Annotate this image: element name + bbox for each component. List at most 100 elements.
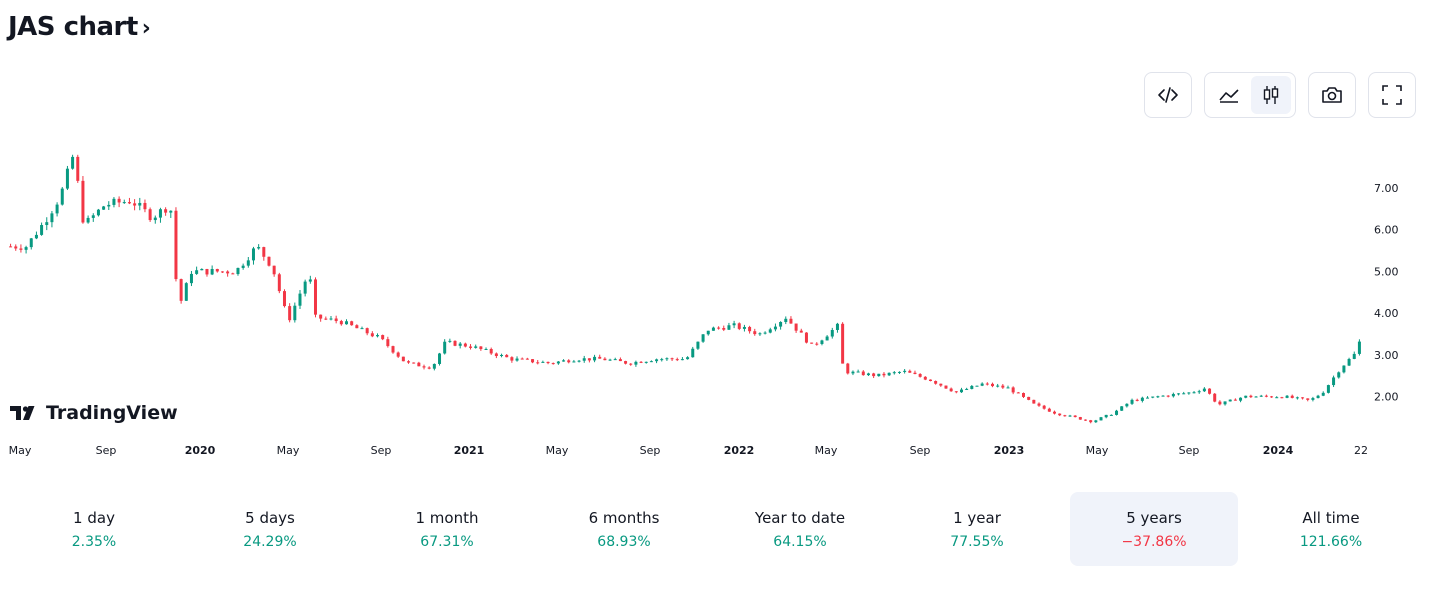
- fullscreen-button[interactable]: [1368, 72, 1416, 118]
- x-tick-label: Sep: [96, 444, 117, 457]
- candle: [401, 356, 405, 362]
- candle: [1218, 400, 1222, 406]
- candle: [562, 359, 566, 362]
- candle: [835, 322, 839, 333]
- candle: [1022, 392, 1025, 399]
- chevron-right-icon: ›: [141, 15, 151, 41]
- candle: [944, 385, 948, 389]
- candle: [985, 382, 989, 386]
- candle: [453, 340, 457, 347]
- candle: [489, 347, 493, 355]
- candle: [350, 320, 354, 326]
- period-change: −37.86%: [1121, 534, 1187, 550]
- candle: [1032, 399, 1036, 404]
- candle: [231, 272, 235, 275]
- candle: [1187, 392, 1191, 395]
- candle-style-button[interactable]: [1251, 76, 1291, 114]
- candle: [138, 197, 142, 211]
- candle: [753, 328, 757, 336]
- snapshot-button[interactable]: [1308, 72, 1356, 118]
- candle: [660, 357, 664, 362]
- embed-button[interactable]: [1144, 72, 1192, 118]
- candle: [629, 363, 633, 366]
- candle: [768, 327, 772, 334]
- candle: [1202, 387, 1206, 392]
- candle: [143, 199, 147, 213]
- candle: [763, 331, 767, 335]
- candle: [773, 323, 777, 332]
- candle: [1332, 375, 1336, 388]
- candle: [1166, 395, 1170, 398]
- tradingview-logo-text: TradingView: [46, 402, 178, 424]
- candle: [655, 358, 659, 364]
- candle: [251, 246, 255, 265]
- candle: [706, 330, 710, 336]
- candle: [1104, 414, 1108, 419]
- performance-periods: 1 day 2.35% 5 days 24.29% 1 month 67.31%…: [0, 492, 1438, 566]
- period-change: 77.55%: [950, 534, 1004, 550]
- candle: [846, 362, 850, 375]
- candle: [975, 385, 979, 387]
- candle: [215, 268, 219, 273]
- candle: [686, 356, 690, 360]
- candle: [1027, 396, 1031, 401]
- candle: [76, 154, 80, 183]
- candle: [598, 354, 602, 359]
- candle: [1223, 401, 1227, 406]
- candle: [624, 360, 628, 365]
- tradingview-logo[interactable]: TradingView: [10, 402, 178, 424]
- period-change: 68.93%: [597, 534, 651, 550]
- candle: [1063, 414, 1067, 417]
- chart-title[interactable]: JAS chart ›: [8, 12, 151, 42]
- period-1-year[interactable]: 1 year 77.55%: [893, 492, 1061, 566]
- candle: [701, 334, 705, 343]
- candle: [582, 355, 586, 363]
- candle: [525, 357, 529, 360]
- period-1-day[interactable]: 1 day 2.35%: [10, 492, 178, 566]
- candle: [1239, 397, 1243, 403]
- candle: [360, 326, 364, 330]
- candle: [665, 357, 669, 361]
- candle: [1135, 398, 1139, 402]
- period-5-years[interactable]: 5 years −37.86%: [1070, 492, 1238, 566]
- period-6-months[interactable]: 6 months 68.93%: [540, 492, 708, 566]
- candle: [722, 325, 726, 332]
- candle: [634, 360, 638, 367]
- candle: [872, 372, 876, 379]
- candle: [567, 359, 571, 364]
- period-label: 1 year: [953, 509, 1001, 527]
- x-axis: May Sep 2020 May Sep 2021 May Sep 2022 May Sep 2023…: [9, 444, 1368, 457]
- candle: [220, 271, 224, 273]
- candle: [1249, 394, 1253, 399]
- candle: [1016, 391, 1020, 394]
- candle: [965, 387, 969, 390]
- candle: [587, 358, 591, 363]
- candle: [959, 387, 963, 393]
- candle: [308, 275, 312, 284]
- candle: [923, 376, 927, 381]
- area-style-button[interactable]: [1209, 76, 1249, 114]
- candle: [866, 372, 870, 376]
- camera-icon: [1322, 87, 1342, 103]
- candle: [939, 383, 943, 387]
- period-all-time[interactable]: All time 121.66%: [1247, 492, 1415, 566]
- candle: [381, 334, 385, 341]
- candle: [1259, 394, 1263, 397]
- candle: [365, 327, 369, 336]
- candle: [334, 315, 338, 324]
- candle: [133, 199, 137, 211]
- period-year-to-date[interactable]: Year to date 64.15%: [716, 492, 884, 566]
- candle: [391, 345, 395, 354]
- candle: [789, 316, 793, 324]
- period-5-days[interactable]: 5 days 24.29%: [186, 492, 354, 566]
- candle: [1254, 396, 1258, 398]
- candle: [897, 371, 901, 374]
- candle: [1011, 386, 1015, 395]
- period-1-month[interactable]: 1 month 67.31%: [363, 492, 531, 566]
- candle: [934, 380, 938, 385]
- candle: [1047, 407, 1051, 412]
- candle: [298, 290, 302, 310]
- price-chart[interactable]: 7.00 6.00 5.00 4.00 3.00 2.00 May Sep 2020 May Se…: [0, 130, 1438, 470]
- candle: [1290, 394, 1294, 399]
- candle: [288, 303, 292, 323]
